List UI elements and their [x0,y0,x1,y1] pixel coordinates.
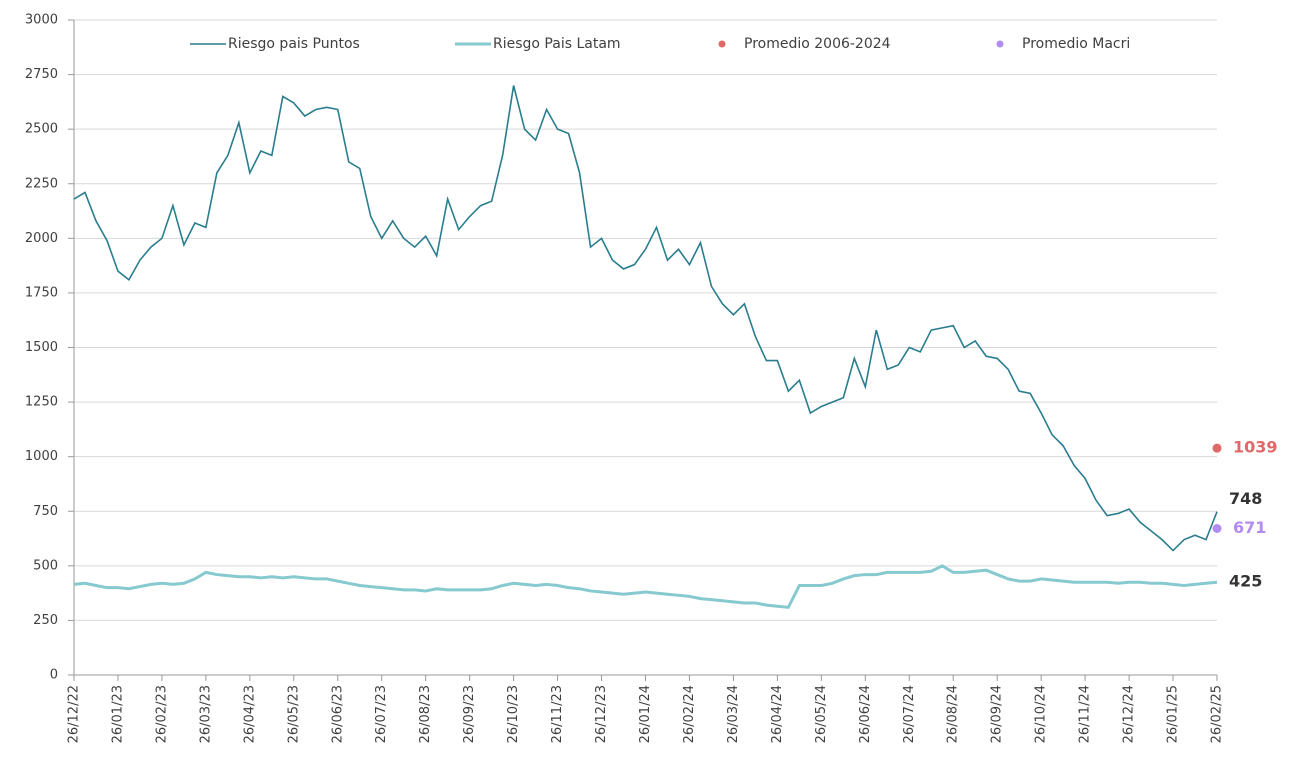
legend-swatch [996,40,1004,48]
y-tick-label: 1250 [25,395,58,410]
x-tick-label: 26/09/24 [990,685,1005,743]
end-value-label: 748 [1229,489,1262,508]
legend-label: Promedio Macri [1022,36,1130,52]
x-tick-label: 26/06/24 [858,685,873,743]
series-line [73,85,1218,552]
x-tick-label: 26/06/23 [330,685,345,743]
y-tick-label: 2250 [25,176,58,191]
x-tick-label: 26/02/23 [154,685,169,743]
y-tick-label: 0 [50,668,58,683]
x-tick-label: 26/02/24 [682,685,697,743]
x-tick-label: 26/01/25 [1166,685,1181,743]
x-tick-label: 26/12/23 [594,685,609,743]
x-tick-label: 26/08/24 [946,685,961,743]
x-tick-label: 26/05/23 [286,685,301,743]
x-tick-label: 26/11/24 [1078,685,1093,743]
x-tick-label: 26/10/23 [506,685,521,743]
x-tick-label: 26/10/24 [1034,685,1049,743]
legend-swatch [718,40,726,48]
point-label: 671 [1233,518,1266,537]
x-tick-label: 26/07/23 [374,685,389,743]
x-tick-label: 26/09/23 [462,685,477,743]
x-tick-label: 26/04/24 [770,685,785,743]
point [1212,523,1222,533]
x-tick-label: 26/01/24 [638,685,653,743]
x-tick-label: 26/04/23 [242,685,257,743]
y-tick-label: 250 [33,613,58,628]
x-tick-label: 26/03/23 [198,685,213,743]
y-tick-label: 1500 [25,340,58,355]
y-tick-label: 2750 [25,67,58,82]
y-tick-label: 1750 [25,285,58,300]
point [1212,443,1222,453]
legend-label: Riesgo Pais Latam [493,36,621,52]
x-tick-label: 26/03/24 [726,685,741,743]
y-tick-label: 1000 [25,449,58,464]
x-tick-label: 26/07/24 [902,685,917,743]
end-value-label: 425 [1229,572,1262,591]
y-tick-label: 2500 [25,122,58,137]
legend-label: Promedio 2006-2024 [744,36,891,52]
x-tick-label: 26/12/24 [1122,685,1137,743]
x-tick-label: 26/08/23 [418,685,433,743]
legend-label: Riesgo pais Puntos [228,36,360,52]
y-tick-label: 750 [33,504,58,519]
x-tick-label: 26/12/22 [67,685,82,743]
y-tick-label: 500 [33,558,58,573]
x-tick-label: 26/05/24 [814,685,829,743]
x-tick-label: 26/01/23 [110,685,125,743]
series-line [73,564,1218,609]
y-tick-label: 2000 [25,231,58,246]
y-tick-label: 3000 [25,13,58,28]
x-tick-label: 26/11/23 [550,685,565,743]
point-label: 1039 [1233,438,1278,457]
x-tick-label: 26/02/25 [1210,685,1225,743]
